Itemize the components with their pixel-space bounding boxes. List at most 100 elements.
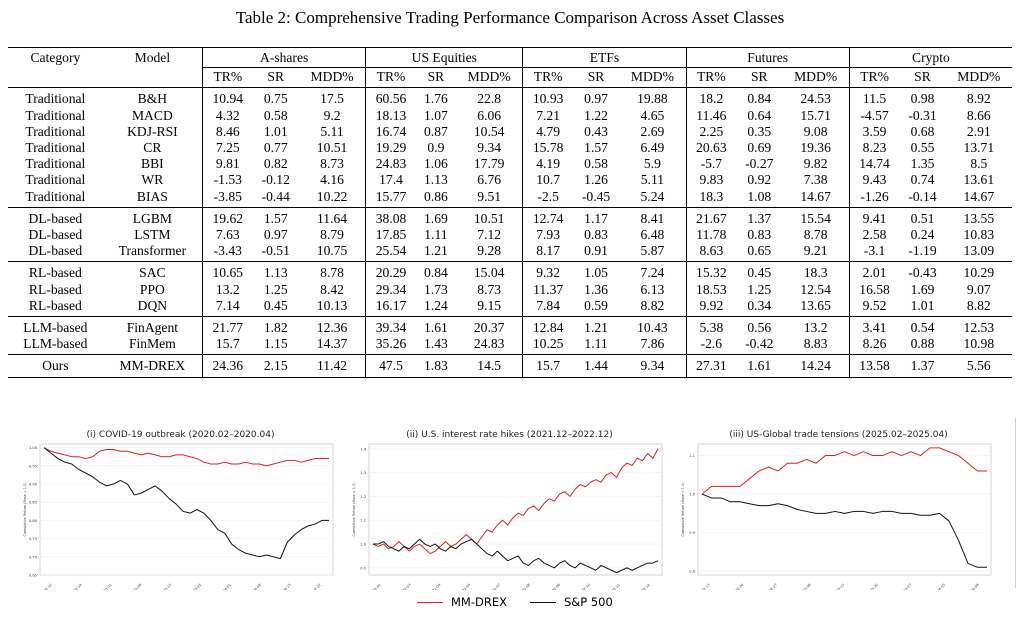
metric-header: TR%: [202, 67, 253, 88]
value-cell: 9.15: [477, 297, 502, 313]
series-line-sp500: [373, 538, 659, 574]
value-cell: 9.81: [202, 156, 253, 173]
x-tick-label: 2022-03: [399, 583, 412, 590]
value-cell: -1.53: [202, 172, 253, 189]
value-cell: 5.9: [643, 156, 661, 172]
value-cell: 0.64: [747, 107, 772, 123]
value-cell: 8.79: [320, 227, 344, 243]
value-cell: 18.2: [685, 87, 737, 108]
value-cell: 2.01: [848, 261, 900, 282]
group-header: ETFs: [522, 46, 687, 69]
value-cell: -0.45: [581, 188, 611, 204]
value-cell: 35.26: [365, 336, 416, 355]
y-tick-label: 1.1: [360, 519, 366, 523]
metric-header: MDD%: [630, 69, 674, 85]
table-row: LLM-based FinAgent 21.77 1.82 12.36 39.34 1.61…: [8, 316, 1012, 337]
value-cell: 13.2: [782, 316, 850, 337]
metric-header: SR: [914, 69, 931, 85]
value-cell: 8.83: [803, 336, 828, 352]
value-cell: 2.69: [640, 123, 665, 139]
category-cell: Traditional: [25, 107, 86, 123]
header-row-groups: Category Model A-shares US Equities ETFs Futu…: [8, 46, 1012, 69]
value-cell: 10.51: [316, 140, 348, 156]
x-tick-label: 2025-03-06: [795, 583, 812, 590]
value-cell: 0.74: [910, 172, 935, 188]
value-cell: 1.21: [424, 243, 448, 259]
model-cell: KDJ-RSI: [127, 123, 178, 139]
x-tick-label: 2022-09: [548, 583, 561, 590]
value-cell: 17.85: [365, 227, 416, 244]
value-cell: 25.54: [365, 243, 416, 262]
value-cell: 5.24: [640, 188, 665, 204]
x-tick-label: 2022-01: [369, 583, 382, 590]
category-cell: Traditional: [25, 172, 86, 188]
group-header: A-shares: [202, 46, 366, 69]
value-cell: 60.56: [365, 87, 416, 108]
table-row: RL-based SAC 10.65 1.13 8.78 20.29 0.84 15.04 9.…: [8, 261, 1012, 282]
y-tick-label: 0.80: [29, 519, 38, 523]
x-tick-label: 2020-02-19: [66, 583, 83, 590]
chart-trade-tensions: (iii) US-Global trade tensions (2025.02–…: [676, 430, 1001, 600]
value-cell: 8.92: [945, 87, 1012, 108]
value-cell: 21.77: [202, 316, 253, 337]
value-cell: 0.9: [427, 140, 445, 156]
value-cell: 9.32: [522, 261, 573, 282]
value-cell: 13.58: [848, 354, 900, 378]
value-cell: 8.82: [640, 297, 665, 313]
series-line-sp500: [43, 447, 329, 560]
value-cell: 10.7: [522, 172, 573, 189]
value-cell: 8.46: [202, 123, 253, 141]
value-cell: 15.71: [800, 107, 831, 123]
value-cell: 1.21: [572, 316, 620, 337]
value-cell: 12.84: [522, 316, 573, 337]
x-tick-label: 2020-03-15: [155, 583, 172, 590]
value-cell: 9.34: [619, 354, 687, 378]
value-cell: -1.26: [848, 188, 900, 208]
chart-title: (ii) U.S. interest rate hikes (2021.12–2…: [406, 430, 613, 440]
value-cell: 1.05: [572, 261, 620, 282]
value-cell: 9.07: [966, 281, 991, 297]
value-cell: 11.5: [848, 87, 900, 108]
value-cell: 4.79: [522, 123, 573, 141]
value-cell: 7.84: [522, 297, 573, 317]
metric-header: MDD%: [794, 69, 838, 85]
legend-benchmark: S&P 500: [530, 595, 613, 609]
value-cell: 10.65: [202, 261, 253, 282]
legend-line-red: [417, 601, 443, 603]
value-cell: -1.19: [908, 243, 937, 259]
model-cell: SAC: [102, 261, 203, 282]
series-line-mm-drex: [372, 448, 659, 555]
y-tick-label: 0.65: [29, 574, 37, 578]
x-tick-label: 2022-04: [429, 583, 442, 590]
series-line-mm-drex: [701, 447, 987, 495]
value-cell: 7.38: [803, 172, 828, 188]
category-cell: DL-based: [28, 243, 83, 259]
model-cell: MM-DREX: [102, 354, 203, 378]
value-cell: 1.73: [424, 281, 448, 297]
value-cell: 0.75: [252, 87, 299, 108]
category-cell: LLM-based: [23, 336, 88, 352]
value-cell: 8.66: [966, 107, 991, 123]
value-cell: 1.57: [252, 206, 299, 228]
value-cell: 18.3: [782, 261, 850, 282]
y-tick-label: 1.0: [689, 493, 695, 497]
value-cell: 15.32: [685, 261, 737, 282]
value-cell: 8.78: [298, 261, 366, 282]
category-cell: RL-based: [8, 261, 103, 282]
value-cell: 22.8: [456, 87, 523, 108]
value-cell: 19.29: [365, 140, 416, 157]
value-cell: 29.34: [365, 281, 416, 298]
model-cell: FinMem: [128, 336, 176, 352]
col-header-category: Category: [8, 46, 103, 68]
y-tick-label: 1.4: [360, 447, 366, 451]
value-cell: 10.25: [522, 336, 573, 355]
value-cell: 0.58: [584, 156, 608, 172]
legend-ours: MM-DREX: [417, 595, 507, 609]
value-cell: 1.11: [424, 227, 448, 243]
model-cell: FinAgent: [102, 316, 203, 337]
y-tick-label: 0.8: [689, 570, 695, 574]
value-cell: 0.55: [910, 140, 935, 156]
table-row: DL-based LGBM 19.62 1.57 11.64 38.08 1.69 10.51…: [8, 206, 1012, 228]
value-cell: 10.54: [473, 123, 505, 139]
value-cell: 12.53: [945, 316, 1012, 337]
